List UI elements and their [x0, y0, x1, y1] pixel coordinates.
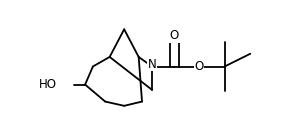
- Text: HO: HO: [39, 78, 57, 91]
- Text: O: O: [194, 60, 204, 73]
- Text: O: O: [170, 29, 179, 42]
- Text: N: N: [148, 58, 156, 71]
